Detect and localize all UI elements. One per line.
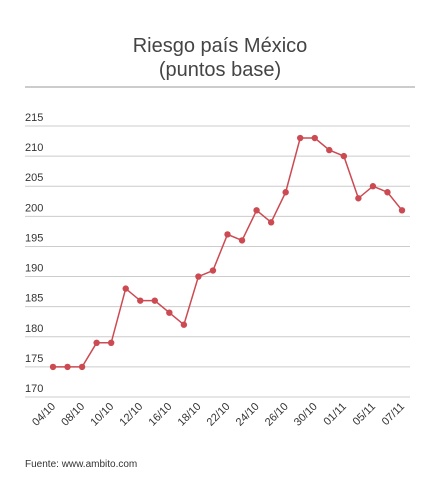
y-tick-label: 185 bbox=[25, 293, 43, 305]
data-point bbox=[282, 189, 289, 196]
data-point bbox=[151, 297, 158, 304]
x-tick-label: 08/10 bbox=[59, 401, 87, 429]
data-point bbox=[195, 273, 202, 280]
data-point bbox=[224, 231, 231, 238]
data-point bbox=[122, 285, 129, 292]
y-tick-label: 170 bbox=[25, 383, 43, 395]
y-tick-label: 190 bbox=[25, 263, 43, 275]
data-point bbox=[78, 363, 86, 371]
data-point bbox=[340, 152, 348, 160]
x-tick-label: 22/10 bbox=[205, 401, 233, 429]
x-tick-label: 10/10 bbox=[88, 401, 116, 429]
data-point bbox=[137, 297, 144, 304]
x-tick-label: 12/10 bbox=[117, 401, 145, 429]
chart-subtitle: (puntos base) bbox=[159, 59, 281, 81]
data-point bbox=[64, 363, 71, 371]
y-tick-label: 200 bbox=[25, 202, 43, 214]
y-tick-label: 195 bbox=[25, 232, 43, 244]
data-point bbox=[49, 363, 57, 371]
x-tick-label: 16/10 bbox=[147, 401, 175, 429]
data-point bbox=[398, 207, 406, 214]
x-tick-label: 24/10 bbox=[234, 401, 262, 429]
data-point bbox=[180, 321, 188, 328]
data-point bbox=[253, 207, 260, 214]
y-tick-label: 175 bbox=[25, 353, 43, 365]
x-tick-label: 05/11 bbox=[351, 401, 378, 428]
x-tick-label: 07/11 bbox=[380, 401, 407, 428]
source: Fuente: www.ambito.com bbox=[25, 459, 137, 470]
x-tick-label: 30/10 bbox=[292, 401, 320, 429]
data-point bbox=[311, 134, 318, 142]
data-point bbox=[93, 339, 100, 346]
y-tick-label: 215 bbox=[25, 112, 43, 124]
y-tick-label: 205 bbox=[25, 172, 43, 184]
x-tick-label: 01/11 bbox=[322, 401, 349, 428]
data-point bbox=[369, 183, 377, 190]
data-point bbox=[107, 339, 115, 346]
x-tick-label: 18/10 bbox=[176, 401, 204, 429]
data-point bbox=[209, 267, 217, 274]
data-point bbox=[267, 219, 275, 226]
data-point bbox=[166, 309, 173, 316]
data-point bbox=[355, 195, 362, 202]
x-tick-label: 04/10 bbox=[30, 401, 58, 429]
data-point bbox=[238, 237, 246, 244]
data-point bbox=[326, 146, 333, 154]
series-line bbox=[53, 137, 403, 368]
y-tick-label: 180 bbox=[25, 323, 43, 335]
data-point bbox=[297, 134, 304, 142]
x-tick-label: 26/10 bbox=[263, 401, 291, 429]
data-point bbox=[384, 189, 391, 196]
chart-title: Riesgo país México bbox=[133, 35, 308, 57]
y-tick-label: 210 bbox=[25, 142, 43, 154]
